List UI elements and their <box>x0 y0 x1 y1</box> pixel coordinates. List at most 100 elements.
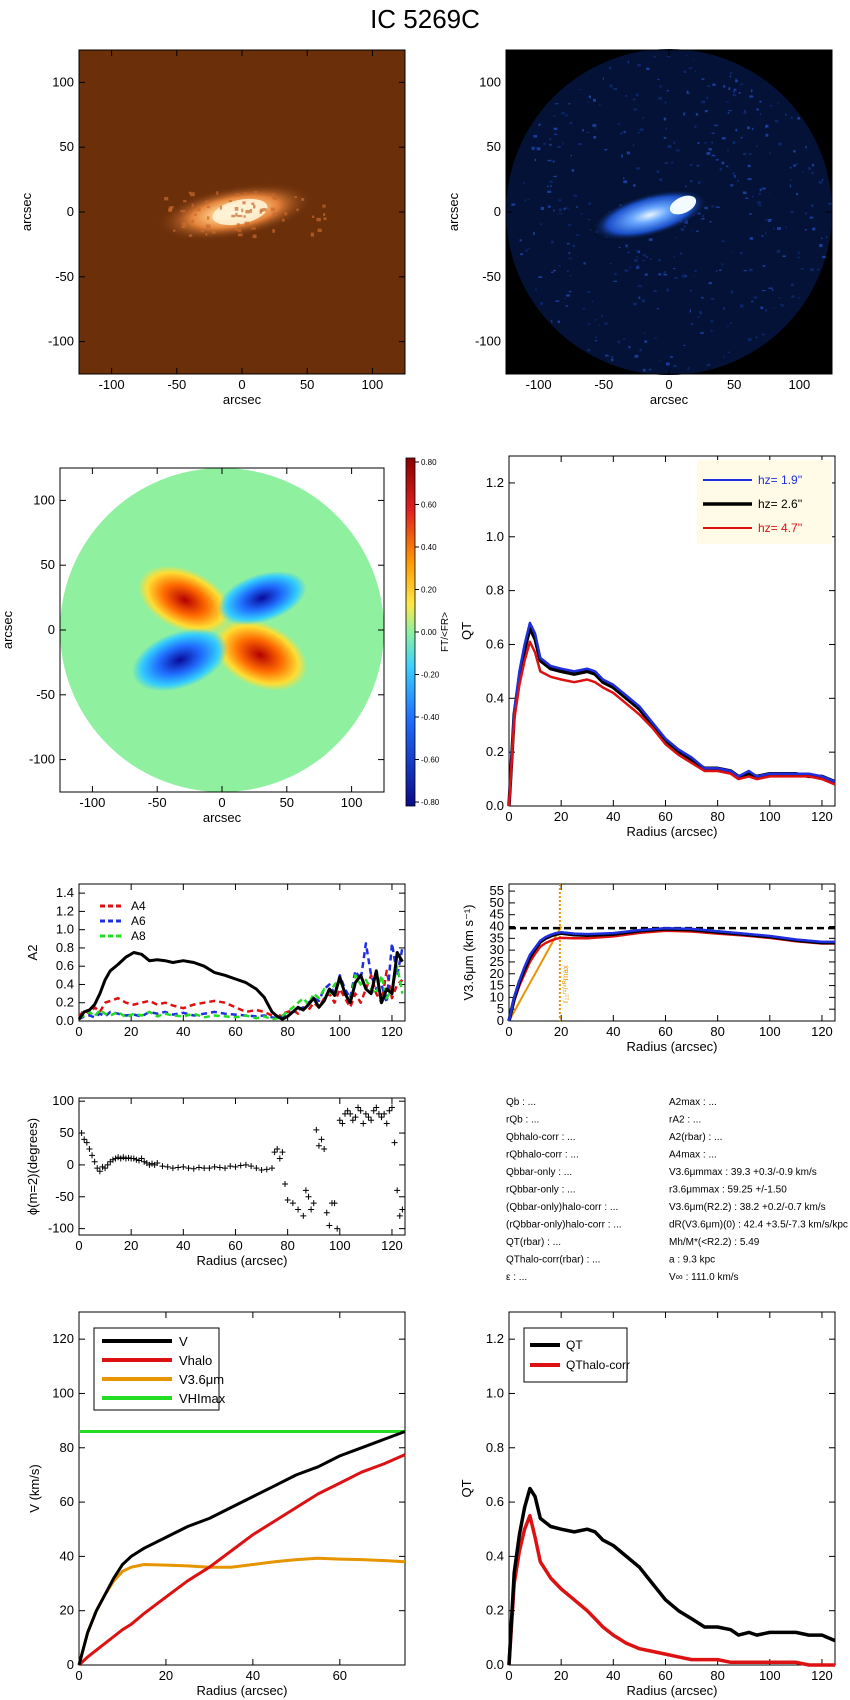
image-speck <box>170 206 174 209</box>
parameter-left: rQbbar-only : ... <box>506 1185 575 1196</box>
phase-point <box>258 1167 265 1173</box>
parameter-right: r3.6μmmax : 59.25 +/-1.50 <box>669 1185 787 1196</box>
legend-box <box>523 1327 628 1383</box>
x-tick-label: 20 <box>554 809 568 824</box>
image-noise-speck <box>768 287 773 289</box>
image-noise-speck <box>627 60 629 64</box>
image-noise-speck <box>737 180 739 182</box>
panel-ratio-map: 0.80 0.60 0.40 0.20 0.00 -0.20 -0.40 -0.60 -0.80… <box>0 457 451 825</box>
image-noise-speck <box>672 268 676 270</box>
image-noise-speck <box>594 318 597 321</box>
image-noise-speck <box>633 108 638 111</box>
image-noise-speck <box>761 333 765 336</box>
image-noise-speck <box>757 204 762 207</box>
image-noise-speck <box>568 257 573 259</box>
phase-point <box>349 1117 356 1124</box>
image-noise-speck <box>656 308 660 310</box>
image-noise-speck <box>753 296 758 299</box>
phase-point <box>141 1158 148 1165</box>
y-tick-label: 25 <box>490 954 504 969</box>
image-noise-speck <box>663 273 668 276</box>
x-tick-label: 40 <box>176 1024 190 1039</box>
phase-point <box>391 1139 398 1146</box>
y-tick-label: 1.0 <box>486 529 504 544</box>
image-noise-speck <box>723 355 725 358</box>
parameter-left: (Qbbar-only)halo-corr : ... <box>506 1202 618 1213</box>
image-noise-speck <box>592 124 597 127</box>
image-noise-speck <box>646 256 648 258</box>
image-noise-speck <box>748 153 752 155</box>
phase-point <box>117 1155 124 1162</box>
image-noise-speck <box>701 218 705 220</box>
phase-point <box>289 1200 296 1207</box>
legend-label: V <box>179 1334 188 1349</box>
image-speck <box>294 196 297 199</box>
phase-point <box>159 1163 166 1170</box>
image-noise-speck <box>735 77 737 80</box>
image-noise-speck <box>641 286 643 288</box>
x-tick-label: 20 <box>554 1024 568 1039</box>
colorbar-tick-label: 0.40 <box>421 543 437 552</box>
phase-point <box>370 1107 377 1114</box>
phase-point <box>375 1110 382 1117</box>
image-noise-speck <box>773 227 775 231</box>
ratio-map-axes: -100 -50 0 50 100 -100 -50 0 50 100 arcsec arcsec <box>0 467 385 825</box>
image-noise-speck <box>758 193 762 195</box>
image-noise-speck <box>601 314 603 318</box>
x-tick-label: 60 <box>658 1668 672 1683</box>
image-noise-speck <box>582 307 586 310</box>
image-noise-speck <box>547 190 552 193</box>
image-speck <box>266 193 270 197</box>
phase-point <box>94 1165 101 1172</box>
y-tick-label: 80 <box>60 1440 74 1455</box>
x-tick-label: 20 <box>124 1238 138 1253</box>
image-noise-speck <box>641 299 645 303</box>
image-speck <box>206 216 210 220</box>
image-noise-speck <box>768 219 773 221</box>
image-noise-speck <box>749 237 754 240</box>
image-noise-speck <box>727 112 730 114</box>
image-noise-speck <box>511 203 516 206</box>
image-speck <box>243 215 246 218</box>
image-noise-speck <box>708 147 712 151</box>
y-axis-label: arcsec <box>19 192 34 231</box>
image-speck <box>323 213 326 216</box>
image-noise-speck <box>683 225 686 228</box>
image-noise-speck <box>692 58 695 60</box>
x-tick-label: 120 <box>811 1024 833 1039</box>
phase-point <box>308 1206 315 1213</box>
legend-box <box>697 460 832 544</box>
phase-point <box>378 1114 385 1121</box>
image-noise-speck <box>527 248 531 250</box>
phase-point <box>190 1165 197 1172</box>
image-noise-speck <box>659 360 661 363</box>
phase-point <box>104 1161 111 1168</box>
image-noise-speck <box>658 273 662 276</box>
image-noise-speck <box>549 180 553 184</box>
image-noise-speck <box>639 348 642 352</box>
image-noise-speck <box>719 167 723 171</box>
image-speck <box>173 229 176 232</box>
velocity-series-line <box>77 1430 406 1666</box>
y-tick-label: 20 <box>490 966 504 981</box>
image-speck <box>296 208 299 211</box>
x-tick-label: 100 <box>329 1238 351 1253</box>
image-noise-speck <box>740 252 743 255</box>
image-noise-speck <box>765 124 769 128</box>
panel-image-orange: -100 -50 0 50 100 -100 -50 0 50 100 arcsec arcsec <box>19 49 406 407</box>
image-speck <box>228 200 233 203</box>
image-noise-speck <box>683 112 686 116</box>
image-noise-speck <box>744 110 746 112</box>
image-noise-speck <box>653 55 657 58</box>
image-noise-speck <box>636 167 641 170</box>
image-noise-speck <box>627 251 630 254</box>
image-speck <box>205 233 208 236</box>
image-noise-speck <box>578 142 582 146</box>
image-noise-speck <box>697 316 700 318</box>
image-noise-speck <box>629 266 632 269</box>
rc-series-line <box>507 926 835 1022</box>
phase-point <box>91 1158 98 1165</box>
y-tick-label: -100 <box>48 334 74 349</box>
image-noise-speck <box>626 151 631 155</box>
image-noise-speck <box>568 252 571 255</box>
